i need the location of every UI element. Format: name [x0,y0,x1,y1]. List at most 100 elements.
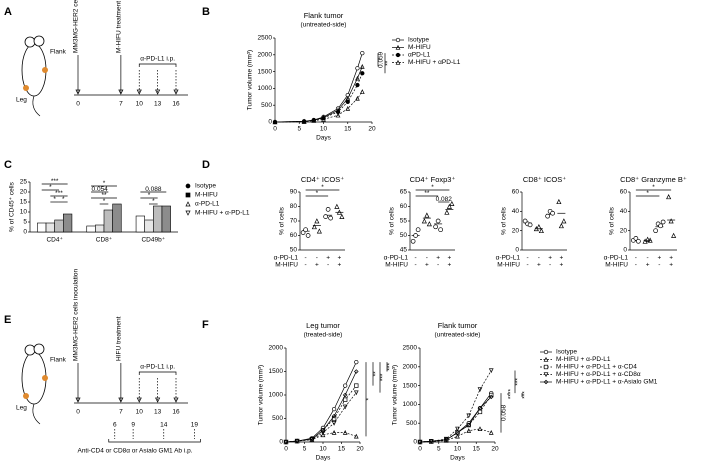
panel-label: B [202,6,210,18]
x-axis-label: Days [316,455,332,462]
marker [395,52,401,58]
x-tick-label: CD4⁺ [46,237,63,244]
y-tick-label: 1500 [258,68,273,75]
x-tick-label: 5 [303,446,307,453]
marker [316,228,322,234]
significance-label: *** [51,178,59,185]
marker [345,99,350,104]
marker [660,219,666,225]
significance-label: 0.088 [145,186,162,193]
condition-sign: - [635,255,637,262]
x-tick-label: 20 [491,446,499,453]
marker [671,232,677,238]
marker [543,379,549,385]
marker [488,394,494,400]
y-tick-label: 0 [413,439,417,446]
marker [433,224,438,230]
antibody-label: Anti-CD4 or CD8α or Asialo GM1 Ab i.p. [77,448,192,455]
marker [455,433,460,439]
marker [336,209,342,215]
marker [536,224,542,230]
y-tick-label: 1000 [403,401,418,408]
marker [309,436,315,442]
marker [428,438,434,444]
bar [144,219,154,233]
marker [334,203,340,209]
x-tick-label: 0 [418,446,422,453]
marker [443,437,449,443]
marker [331,413,337,419]
condition-sign: + [537,262,541,269]
y-axis-label: % of CD45⁺ cells [9,181,16,231]
body-label: Flank [50,357,67,364]
marker [185,201,191,207]
y-tick-label: 0 [623,247,627,254]
bar [161,205,171,233]
significance-label: 0.059 [378,51,385,68]
significance-label: *** [515,378,522,386]
condition-sign: - [426,255,428,262]
condition-sign: + [559,262,563,269]
y-tick-label: 80 [290,203,298,210]
bar [95,224,105,233]
legend-label: Isotype [556,349,577,356]
series-line [274,73,363,123]
marker [543,372,549,378]
marker [395,37,401,43]
y-tick-label: 0 [268,119,272,126]
condition-sign: + [337,262,341,269]
marker [415,227,421,233]
y-tick-label: 1000 [269,392,284,399]
marker [417,439,423,445]
y-tick-label: 15 [20,199,28,206]
condition-sign: + [326,255,330,262]
day-label: 10 [136,101,144,108]
marker [653,228,658,234]
x-tick-label: 0 [284,446,288,453]
significance-label: ** [385,60,392,66]
marker [633,236,639,241]
panel-label: C [4,159,12,171]
marker [314,218,320,224]
marker [343,397,348,402]
arrow-head [173,397,179,403]
significance-label: ** [373,371,380,377]
condition-sign: - [316,255,318,262]
antibody-day: 6 [113,422,117,429]
treatment-label: α-PD-L1 i.p. [140,364,175,371]
marker [522,218,528,224]
significance-label: *** [55,190,63,197]
x-tick-label: 20 [368,126,376,133]
y-tick-label: 25 [20,179,28,186]
arrow-head [75,89,81,95]
condition-label: M-HIFU [385,262,408,269]
bar [45,222,55,233]
y-tick-label: 1500 [269,368,284,375]
marker [320,430,326,436]
marker [353,433,359,439]
significance-label: * [652,184,655,191]
condition-sign: - [415,262,417,269]
marker [345,105,351,111]
marker [325,207,331,212]
marker [354,359,359,365]
y-tick-label: 2000 [269,345,284,352]
marker [331,430,337,435]
bar [54,219,64,233]
chart-title: Leg tumor [306,321,340,330]
body-label: Flank [50,49,67,56]
y-tick-label: 60 [290,232,298,239]
bar [112,203,122,233]
condition-label: α-PD-L1 [604,255,629,262]
event-label: M-HIFU treatment [116,1,123,53]
y-tick-label: 20 [20,189,28,196]
condition-sign: - [415,255,417,262]
day-label: 13 [154,101,162,108]
x-tick-label: 5 [437,446,441,453]
marker [527,222,533,228]
condition-sign: + [447,262,451,269]
condition-sign: - [305,262,307,269]
series-line [274,53,363,123]
marker [466,428,472,433]
